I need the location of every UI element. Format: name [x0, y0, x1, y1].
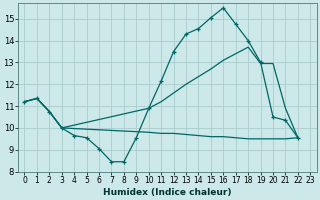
- X-axis label: Humidex (Indice chaleur): Humidex (Indice chaleur): [103, 188, 232, 197]
